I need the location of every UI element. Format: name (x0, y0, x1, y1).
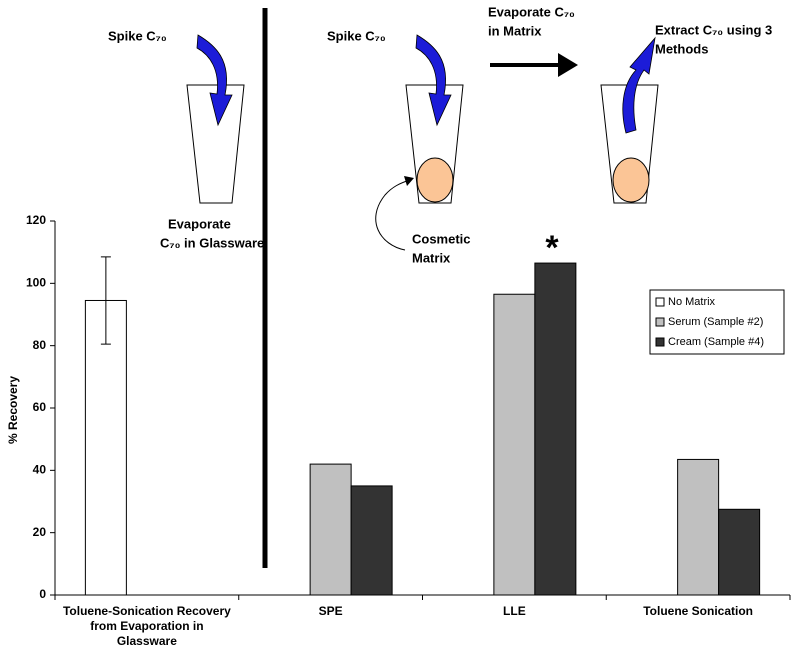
annotation: Matrix (412, 250, 451, 265)
arrow (622, 36, 656, 134)
beaker (600, 84, 659, 204)
y-tick-label: 20 (33, 525, 47, 539)
bar (718, 508, 761, 596)
annotation: C₇₀ in Glassware (160, 235, 264, 250)
legend-label: No Matrix (668, 296, 716, 308)
bar (350, 485, 393, 596)
legend-label: Serum (Sample #2) (668, 316, 763, 328)
y-tick-label: 60 (33, 400, 47, 414)
legend-label: Cream (Sample #4) (668, 336, 764, 348)
x-tick-label: Toluene-Sonication Recovery from Evapora… (62, 604, 231, 648)
annotation: Extract C₇₀ using 3 (655, 22, 772, 37)
annotation: Evaporate (168, 216, 231, 231)
y-tick-label: 0 (39, 587, 46, 601)
annotation: Spike C₇₀ (327, 28, 386, 43)
y-axis-label: % Recovery (6, 376, 20, 444)
legend-swatch (655, 317, 665, 327)
matrix (612, 157, 650, 203)
annotation: Methods (655, 41, 708, 56)
arrow (196, 34, 233, 127)
pointer (375, 179, 411, 251)
annotation: Spike C₇₀ (108, 28, 167, 43)
legend-swatch (655, 337, 665, 347)
y-tick-label: 120 (26, 213, 46, 227)
x-tick-label: SPE (318, 604, 343, 618)
bar (493, 293, 536, 596)
bar (677, 458, 720, 596)
pointer-head (404, 176, 414, 186)
x-tick-label: LLE (503, 604, 526, 618)
arrow (415, 34, 452, 127)
arrow-head (558, 53, 578, 77)
error-bar (100, 256, 111, 345)
matrix (416, 157, 454, 203)
annotation: * (545, 229, 559, 267)
y-tick-label: 40 (33, 463, 47, 477)
x-tick-label: Toluene Sonication (643, 604, 754, 618)
annotation: Cosmetic (412, 231, 471, 246)
legend-box (649, 289, 785, 355)
annotation: Evaporate C₇₀ (488, 4, 575, 19)
bar (534, 262, 577, 596)
y-tick-label: 100 (26, 276, 46, 290)
bar (309, 463, 352, 596)
y-tick-label: 80 (33, 338, 47, 352)
legend-swatch (655, 297, 665, 307)
annotation: in Matrix (488, 23, 542, 38)
bar (84, 299, 127, 596)
